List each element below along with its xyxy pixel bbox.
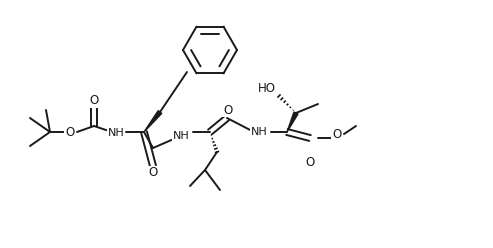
Text: O: O <box>89 94 99 107</box>
Text: O: O <box>332 127 342 141</box>
Text: O: O <box>148 166 158 180</box>
Text: NH: NH <box>107 128 124 138</box>
Text: HO: HO <box>258 83 276 95</box>
Polygon shape <box>287 112 298 132</box>
Text: O: O <box>223 103 233 117</box>
Text: O: O <box>305 156 315 169</box>
Text: NH: NH <box>173 131 189 141</box>
Polygon shape <box>144 111 162 132</box>
Text: NH: NH <box>250 127 267 137</box>
Text: O: O <box>66 125 74 138</box>
